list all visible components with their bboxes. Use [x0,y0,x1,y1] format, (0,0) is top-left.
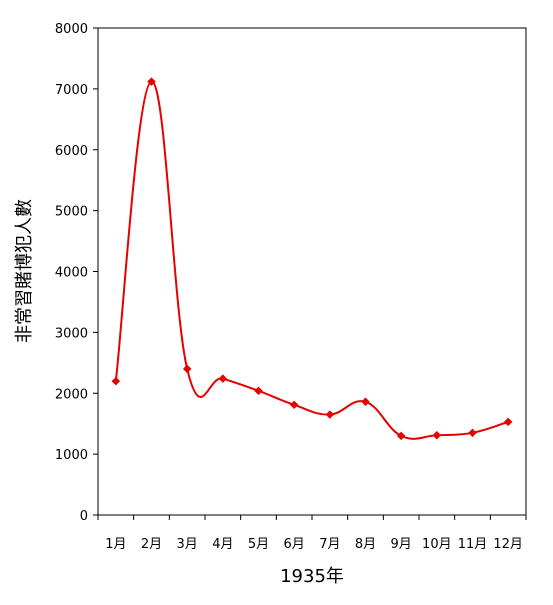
x-tick-label: 11月 [458,537,488,552]
x-tick-label: 1月 [105,537,126,552]
data-point-10月 [432,431,442,440]
y-tick-label: 8000 [55,22,88,37]
series-line [114,80,509,440]
x-tick-label: 10月 [422,537,452,552]
x-tick-label: 9月 [391,537,412,552]
x-tick-label: 8月 [355,537,376,552]
data-point-7月 [325,410,335,419]
data-point-4月 [218,374,228,383]
y-tick-label: 6000 [55,144,88,159]
x-axis: 1月 2月 3月 4月 5月 6月 7月 8月 9月 10月 11月 12月 [97,515,527,552]
data-point-5月 [254,386,263,396]
series-layer [111,77,513,441]
x-axis-title: 1935年 [280,566,344,587]
y-axis-title: 非常習賭博犯人數 [14,199,35,343]
data-point-3月 [182,364,192,374]
y-tick-label: 1000 [55,448,88,463]
y-tick-label: 2000 [55,387,88,402]
data-point-12月 [503,417,513,427]
y-tick-label: 3000 [55,326,88,341]
x-tick-label: 3月 [177,537,198,552]
x-tick-label: 7月 [319,537,340,552]
data-point-6月 [289,400,299,410]
data-point-2月 [147,77,156,86]
x-tick-label: 6月 [284,537,305,552]
data-point-11月 [468,428,477,438]
y-tick-label: 5000 [55,205,88,220]
y-axis: 0 1000 2000 3000 4000 5000 6000 7000 8000 [55,22,98,524]
data-point-1月 [111,376,121,386]
y-tick-label: 0 [80,509,88,524]
y-tick-label: 4000 [55,266,88,281]
data-point-8月 [361,397,370,407]
plot-area [97,27,527,516]
data-point-9月 [396,431,406,441]
x-tick-label: 5月 [248,537,269,552]
x-tick-label: 12月 [493,537,523,552]
y-tick-label: 7000 [55,83,88,98]
x-tick-label: 2月 [141,537,162,552]
x-tick-label: 4月 [212,537,233,552]
